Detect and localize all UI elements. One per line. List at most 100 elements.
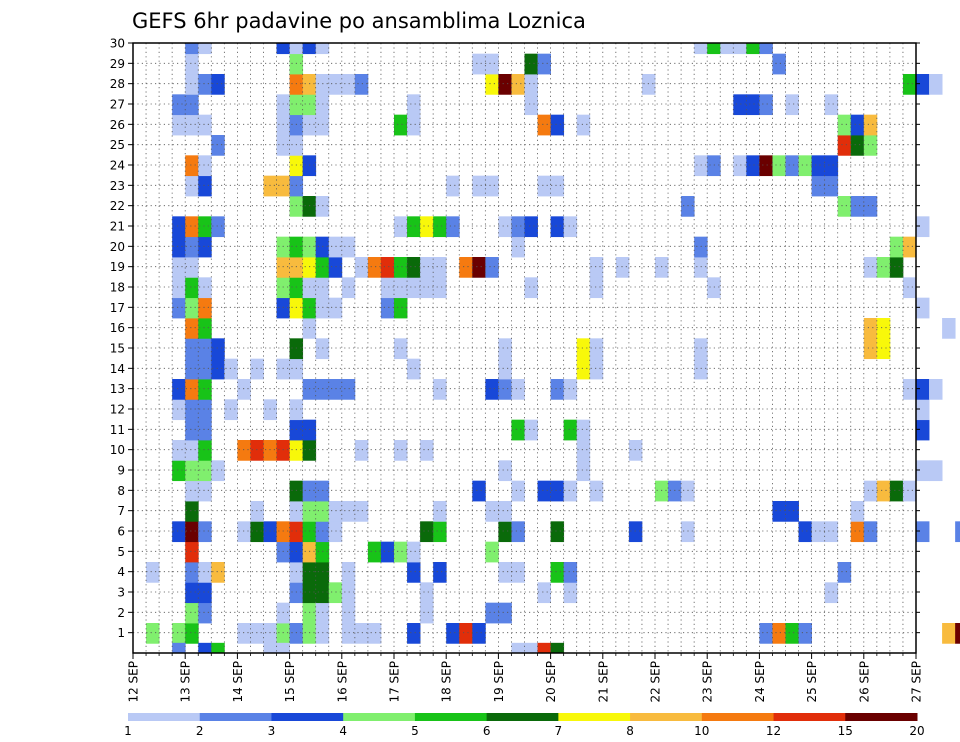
heatmap-cell <box>407 277 421 299</box>
x-tick-label: 17 SEP <box>388 661 402 703</box>
heatmap-cell <box>198 297 212 319</box>
heatmap-cell <box>563 379 578 400</box>
heatmap-cell <box>485 53 499 75</box>
heatmap-cell <box>302 155 317 177</box>
heatmap-cell <box>916 379 930 400</box>
y-tick-label: 3 <box>117 586 125 600</box>
heatmap-cell <box>563 216 578 238</box>
heatmap-cell <box>550 379 565 400</box>
heatmap-cell <box>237 440 251 461</box>
x-tick-label: 18 SEP <box>440 661 454 703</box>
heatmap-cell <box>420 602 434 624</box>
heatmap-cell <box>341 623 356 644</box>
heatmap-cell <box>407 562 421 583</box>
heatmap-cell <box>263 399 277 421</box>
heatmap-cell <box>289 440 304 461</box>
heatmap-cell <box>276 135 290 156</box>
heatmap-cell <box>394 541 408 563</box>
heatmap-cell <box>198 155 212 177</box>
heatmap-cell <box>876 318 891 339</box>
heatmap-cell <box>485 379 499 400</box>
heatmap-cell <box>641 74 656 95</box>
y-tick-label: 17 <box>110 301 125 315</box>
heatmap-cell <box>276 175 290 197</box>
colorbar-label: 6 <box>483 724 491 738</box>
heatmap-cell <box>576 114 591 136</box>
heatmap-cell <box>785 501 799 522</box>
heatmap-cell <box>289 399 304 421</box>
heatmap-cell <box>837 114 852 136</box>
x-tick-label: 13 SEP <box>179 661 193 703</box>
heatmap-cell <box>563 582 578 604</box>
heatmap-cell <box>315 501 330 522</box>
heatmap-cell <box>289 175 304 197</box>
colorbar-label: 4 <box>339 724 347 738</box>
heatmap-cell <box>198 602 212 624</box>
heatmap-cell <box>589 338 604 360</box>
heatmap-cell <box>276 236 290 258</box>
heatmap-cell <box>289 74 304 95</box>
heatmap-cell <box>694 358 708 380</box>
heatmap-cell <box>237 623 251 644</box>
heatmap-cell <box>211 216 225 238</box>
colorbar-label: 12 <box>766 724 781 738</box>
heatmap-cell <box>902 277 917 299</box>
heatmap-cell <box>315 338 330 360</box>
heatmap-cell <box>328 379 343 400</box>
heatmap-cell <box>172 642 186 654</box>
heatmap-cell <box>302 419 317 441</box>
heatmap-cell <box>354 501 369 522</box>
heatmap-cell <box>289 135 304 156</box>
heatmap-cell <box>185 623 199 644</box>
y-tick-label: 7 <box>117 504 125 518</box>
heatmap-cell <box>315 582 330 604</box>
heatmap-cell <box>589 480 604 502</box>
heatmap-cell <box>824 521 839 543</box>
heatmap-cell <box>380 277 395 299</box>
heatmap-cell <box>785 94 799 116</box>
heatmap-cell <box>837 562 852 583</box>
heatmap-cell <box>315 623 330 644</box>
heatmap-cell <box>472 175 486 197</box>
heatmap-cell <box>498 602 512 624</box>
heatmap-cell <box>394 338 408 360</box>
heatmap-cell <box>198 277 212 299</box>
heatmap-cell <box>563 562 578 583</box>
heatmap-cell <box>746 94 760 116</box>
heatmap-cell <box>628 440 643 461</box>
heatmap-cell <box>759 94 773 116</box>
colorbar-label: 7 <box>555 724 563 738</box>
heatmap-cell <box>185 358 199 380</box>
heatmap-cell <box>198 114 212 136</box>
heatmap-cell <box>185 257 199 278</box>
heatmap-cell <box>211 135 225 156</box>
heatmap-cell <box>929 379 943 400</box>
heatmap-cell <box>916 297 930 319</box>
y-tick-label: 29 <box>110 57 125 71</box>
heatmap-cell <box>681 196 695 217</box>
heatmap-cell <box>302 440 317 461</box>
heatmap-cell <box>955 521 960 543</box>
colorbar-segment <box>630 713 703 721</box>
heatmap-cell <box>407 216 421 238</box>
heatmap-cell <box>198 399 212 421</box>
heatmap-cell <box>511 216 525 238</box>
heatmap-cell <box>759 43 773 55</box>
heatmap-cell <box>224 399 238 421</box>
heatmap-cell <box>315 602 330 624</box>
colorbar-segment <box>845 713 918 721</box>
heatmap-cell <box>237 379 251 400</box>
chart-title: GEFS 6hr padavine po ansamblima Loznica <box>132 9 586 33</box>
heatmap-cell <box>172 379 186 400</box>
heatmap-cell <box>172 297 186 319</box>
heatmap-cell <box>328 257 343 278</box>
heatmap-cell <box>341 74 356 95</box>
heatmap-cell <box>276 358 290 380</box>
heatmap-cell <box>185 541 199 563</box>
heatmap-cell <box>824 175 839 197</box>
heatmap-cell <box>198 562 212 583</box>
heatmap-cell <box>811 175 826 197</box>
y-tick-label: 21 <box>110 220 125 234</box>
heatmap-cell <box>289 43 304 55</box>
heatmap-cell <box>198 440 212 461</box>
